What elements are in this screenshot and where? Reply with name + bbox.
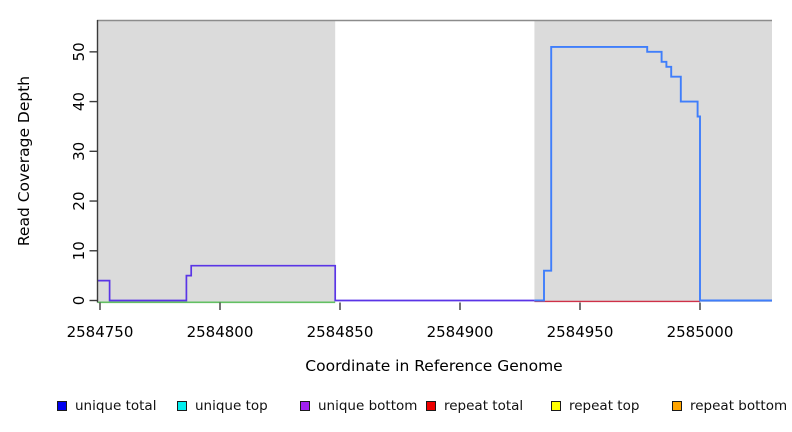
legend-item-repeat-total: repeat total: [426, 399, 523, 413]
x-tick-label: 2584900: [427, 323, 494, 341]
y-tick-label: 20: [70, 191, 88, 210]
y-tick-label: 40: [70, 92, 88, 111]
legend-label: repeat top: [569, 398, 640, 414]
legend-swatch-icon: [300, 401, 310, 411]
shaded-region: [97, 20, 336, 302]
y-tick-label: 0: [70, 296, 88, 306]
legend-swatch-icon: [177, 401, 187, 411]
y-tick-label: 10: [70, 241, 88, 260]
x-tick-label: 2584750: [67, 323, 134, 341]
legend-swatch-icon: [426, 401, 436, 411]
legend-label: unique bottom: [318, 398, 418, 414]
legend-item-repeat-bottom: repeat bottom: [672, 399, 787, 413]
coverage-line-unique-left: [97, 264, 535, 302]
legend-swatch-icon: [57, 401, 67, 411]
legend-swatch-icon: [551, 401, 561, 411]
legend-label: unique total: [75, 398, 157, 414]
y-tick-label: 30: [70, 142, 88, 161]
legend-label: repeat bottom: [690, 398, 788, 414]
y-axis-title: Read Coverage Depth: [15, 76, 33, 246]
legend-label: repeat total: [444, 398, 524, 414]
coverage-chart: 0 10 20 30 40 50 2584750 2584800 2584850 2584900 2…: [15, 19, 772, 375]
x-tick-label: 2584850: [307, 323, 374, 341]
shaded-region: [534, 20, 772, 302]
legend-item-unique-top: unique top: [177, 399, 268, 413]
y-tick-label: 50: [70, 42, 88, 61]
legend-label: unique top: [195, 398, 268, 414]
axes-layer: 0 10 20 30 40 50 2584750 2584800 2584850 2584900 2…: [67, 20, 734, 341]
series-layer: [97, 45, 772, 304]
coverage-line-unique-right: [534, 45, 772, 302]
legend-item-unique-total: unique total: [57, 399, 156, 413]
legend-swatch-icon: [672, 401, 682, 411]
x-axis-title: Coordinate in Reference Genome: [305, 357, 562, 375]
shaded-regions-layer: [97, 20, 772, 302]
legend-item-repeat-top: repeat top: [551, 399, 639, 413]
x-tick-label: 2584800: [187, 323, 254, 341]
legend-item-unique-bottom: unique bottom: [300, 399, 417, 413]
x-tick-label: 2585000: [667, 323, 734, 341]
x-tick-label: 2584950: [547, 323, 614, 341]
chart-legend: unique total unique top unique bottom repea…: [0, 394, 792, 432]
